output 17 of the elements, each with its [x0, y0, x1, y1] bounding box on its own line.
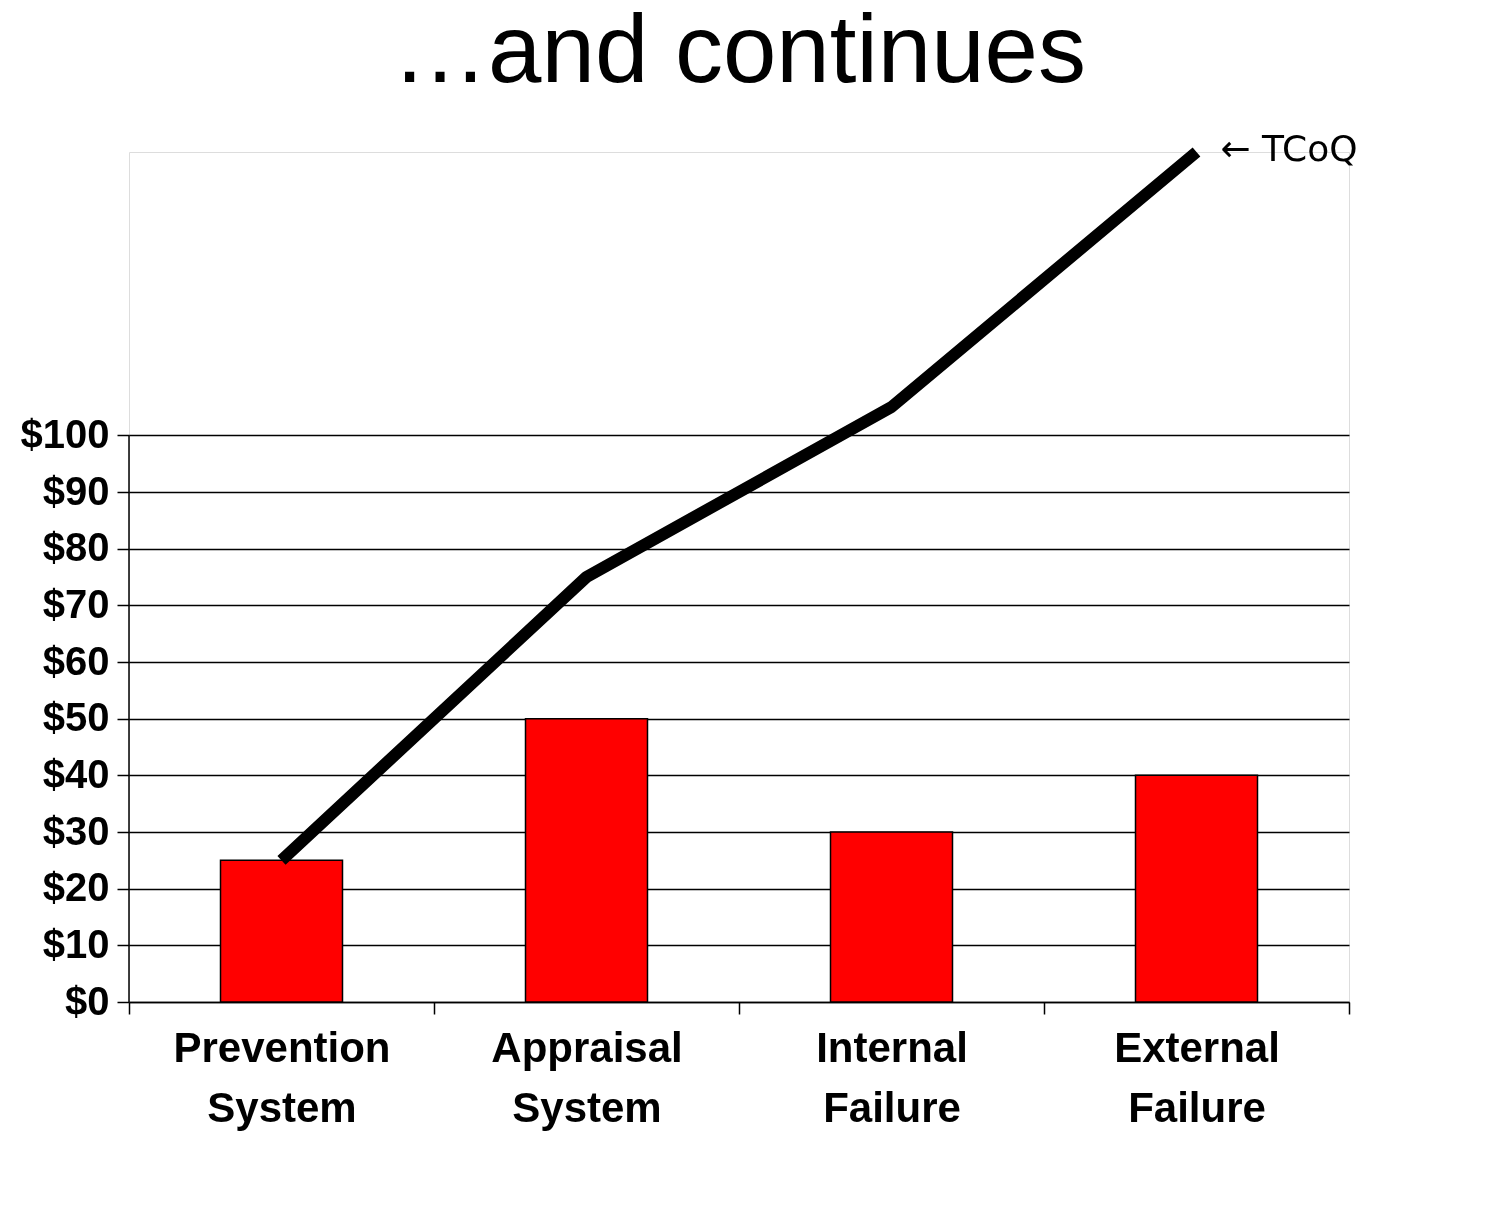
y-tick-label: $30 — [42, 808, 110, 853]
chart-title: …and continues — [392, 0, 1086, 102]
x-tick-label: External Failure — [1114, 1023, 1280, 1131]
y-tick-label: $10 — [42, 921, 110, 966]
y-tick-label: $60 — [42, 638, 110, 683]
y-tick-label: $70 — [42, 581, 110, 626]
y-tick-label: $20 — [42, 865, 110, 910]
y-tick-label: $50 — [42, 695, 110, 740]
x-tick-label: Internal Failure — [816, 1023, 968, 1131]
x-tick-label: Prevention System — [173, 1023, 391, 1131]
annotation: ← TCoQ — [1220, 128, 1358, 169]
y-tick-label: $100 — [20, 411, 110, 456]
x-tick-label: Appraisal System — [491, 1023, 683, 1131]
y-tick-label: $0 — [65, 978, 110, 1023]
y-tick-label: $90 — [42, 468, 110, 513]
y-tick-label: $80 — [42, 525, 110, 570]
y-tick-label: $40 — [42, 751, 110, 796]
